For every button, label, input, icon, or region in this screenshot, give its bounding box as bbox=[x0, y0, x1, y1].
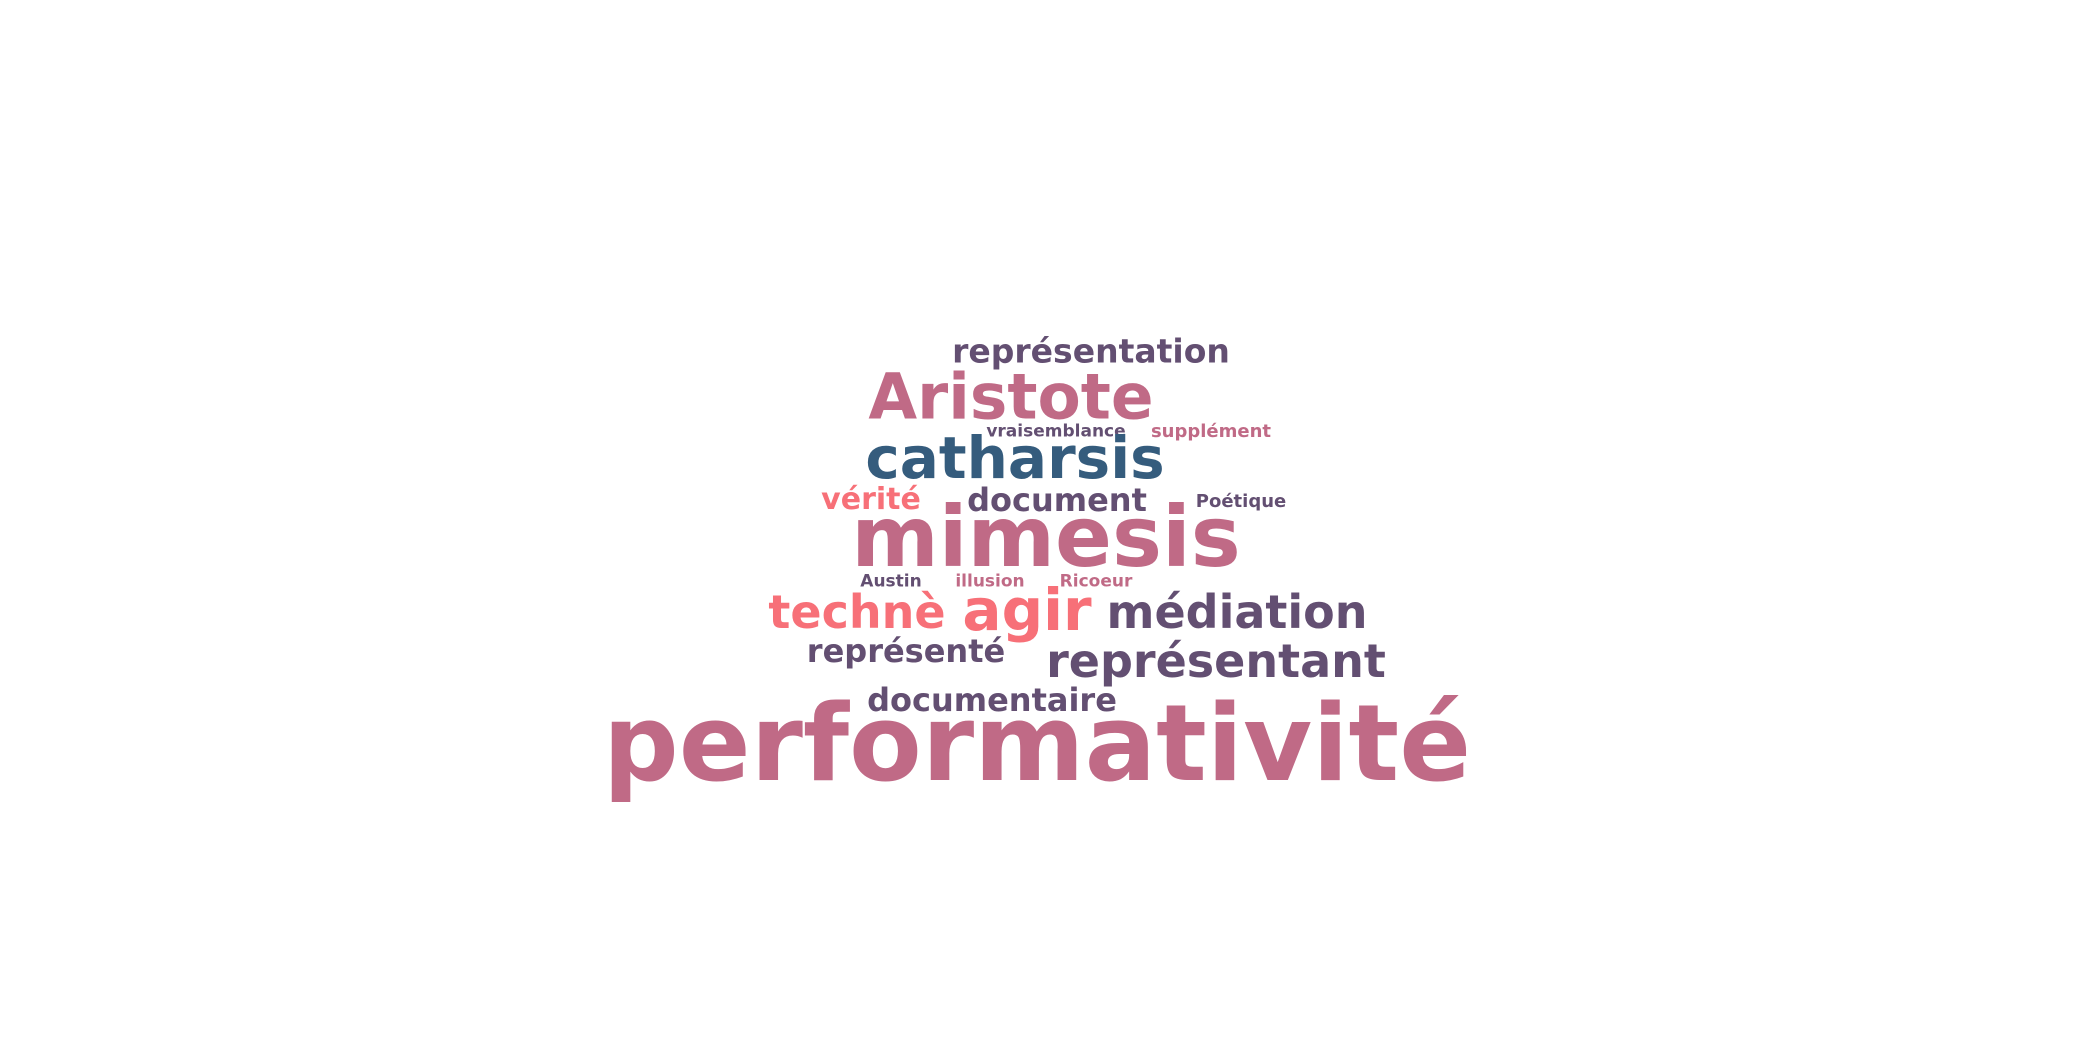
word-representant: représentant bbox=[1046, 634, 1386, 688]
word-illusion: illusion bbox=[955, 571, 1025, 592]
word-agir: agir bbox=[962, 576, 1092, 644]
word-mimesis: mimesis bbox=[851, 488, 1241, 586]
word-document: document bbox=[967, 481, 1147, 519]
word-techne: technè bbox=[768, 585, 946, 639]
word-documentaire: documentaire bbox=[867, 681, 1117, 719]
word-ricoeur: Ricoeur bbox=[1059, 571, 1133, 592]
word-represente: représenté bbox=[806, 632, 1006, 670]
word-aristote: Aristote bbox=[868, 360, 1154, 434]
word-representation: représentation bbox=[952, 331, 1230, 371]
word-performativite: performativité bbox=[602, 682, 1472, 805]
word-catharsis: catharsis bbox=[865, 424, 1165, 492]
word-mediation: médiation bbox=[1106, 585, 1368, 639]
word-poetique: Poétique bbox=[1195, 491, 1287, 512]
word-austin: Austin bbox=[860, 571, 922, 592]
word-verite: vérité bbox=[821, 482, 921, 517]
word-supplement: supplément bbox=[1150, 421, 1272, 442]
word-vraisemblance: vraisemblance bbox=[986, 421, 1126, 442]
